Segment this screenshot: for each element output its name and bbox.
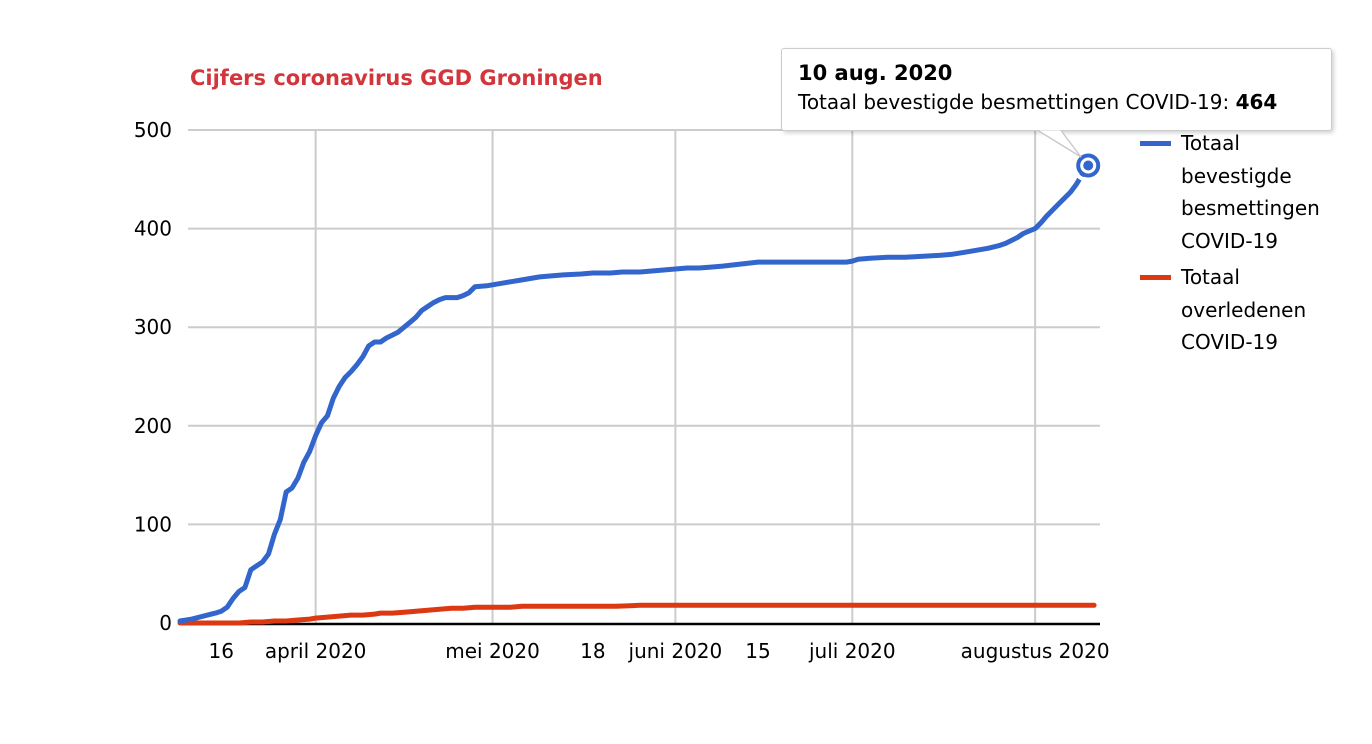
y-axis-tick-label: 200 [134,414,172,438]
y-axis-tick-label: 300 [134,315,172,339]
tooltip: 10 aug. 2020 Totaal bevestigde besmettin… [781,48,1332,131]
y-axis-tick-label: 100 [134,512,172,536]
tooltip-series-label: Totaal bevestigde besmettingen COVID-19: [798,90,1230,114]
tooltip-pointer-right-edge [1060,130,1082,158]
tooltip-value-line: Totaal bevestigde besmettingen COVID-19:… [798,88,1315,117]
tooltip-pointer-left-edge [1037,130,1082,158]
y-axis-tick-label: 500 [134,118,172,142]
highlight-point-halo [1071,148,1105,182]
y-axis-tick-label: 400 [134,217,172,241]
x-axis-tick-label: 16 [209,639,234,663]
legend: Totaal bevestigde besmettingen COVID-19 … [1140,127,1333,363]
tooltip-value: 464 [1235,90,1278,114]
x-axis-tick-label: mei 2020 [445,639,540,663]
chart-title: Cijfers coronavirus GGD Groningen [190,66,603,90]
x-axis-tick-label: 15 [745,639,770,663]
confirmed-line[interactable] [177,163,1091,624]
x-axis-tick-label: juni 2020 [628,639,723,663]
y-axis-tick-label: 0 [159,611,172,635]
deaths-line[interactable] [177,602,1097,626]
x-axis-tick-label: augustus 2020 [961,639,1110,663]
deaths-series-swatch [1140,275,1171,280]
x-axis-tick-label: 18 [580,639,605,663]
confirmed-series-swatch [1140,141,1171,146]
tooltip-pointer [1037,130,1082,158]
legend-item-confirmed[interactable]: Totaal bevestigde besmettingen COVID-19 [1140,127,1333,257]
tooltip-date: 10 aug. 2020 [798,61,953,85]
highlight-point-dot[interactable] [1083,160,1094,171]
x-axis-tick-label: april 2020 [265,639,367,663]
legend-label-deaths: Totaal overledenen COVID-19 [1181,265,1307,354]
legend-label-confirmed: Totaal bevestigde besmettingen COVID-19 [1181,131,1320,253]
x-axis-tick-label: juli 2020 [808,639,896,663]
legend-item-deaths[interactable]: Totaal overledenen COVID-19 [1140,261,1333,359]
